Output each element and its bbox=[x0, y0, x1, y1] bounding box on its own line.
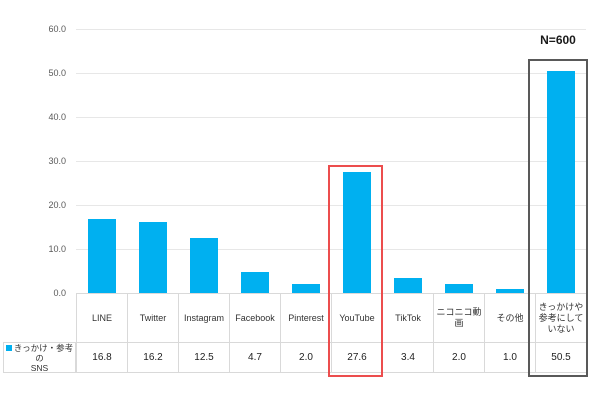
y-tick-label: 10.0 bbox=[48, 244, 66, 254]
x-axis-table: LINE Twitter Instagram Facebook Pinterest You… bbox=[76, 293, 587, 373]
column-header: Facebook bbox=[230, 294, 281, 342]
y-tick-label: 60.0 bbox=[48, 24, 66, 34]
value-row: 16.8 16.2 12.5 4.7 2.0 27.6 3.4 2.0 1.0 50.5 bbox=[76, 342, 587, 373]
gridline bbox=[76, 73, 586, 74]
column-header: Instagram bbox=[179, 294, 230, 342]
column-header: LINE bbox=[77, 294, 128, 342]
column-header: ニコニコ動画 bbox=[434, 294, 485, 342]
column-header: Twitter bbox=[128, 294, 179, 342]
column-header: Pinterest bbox=[281, 294, 332, 342]
bar-8 bbox=[444, 284, 473, 293]
sample-size-label: N=600 bbox=[540, 33, 576, 47]
value-cell: 3.4 bbox=[383, 343, 434, 372]
column-header: その他 bbox=[485, 294, 536, 342]
value-cell: 16.8 bbox=[77, 343, 128, 372]
value-cell: 1.0 bbox=[485, 343, 536, 372]
bar-4 bbox=[240, 272, 269, 293]
column-header: きっかけや参考にしていない bbox=[536, 294, 587, 342]
value-cell: 12.5 bbox=[179, 343, 230, 372]
column-header: YouTube bbox=[332, 294, 383, 342]
value-cell: 16.2 bbox=[128, 343, 179, 372]
category-header-row: LINE Twitter Instagram Facebook Pinterest You… bbox=[76, 293, 587, 342]
legend-marker-icon bbox=[5, 345, 12, 352]
value-cell: 50.5 bbox=[536, 343, 587, 372]
value-cell: 4.7 bbox=[230, 343, 281, 372]
column-header: TikTok bbox=[383, 294, 434, 342]
bar-5 bbox=[291, 284, 320, 293]
gridline bbox=[76, 205, 586, 206]
bar-10 bbox=[546, 70, 575, 293]
value-cell: 2.0 bbox=[434, 343, 485, 372]
legend-label-line2: SNS bbox=[30, 362, 49, 373]
y-tick-label: 50.0 bbox=[48, 68, 66, 78]
plot-area bbox=[76, 29, 586, 294]
bar-7 bbox=[393, 278, 422, 293]
value-cell: 2.0 bbox=[281, 343, 332, 372]
y-tick-label: 30.0 bbox=[48, 156, 66, 166]
y-tick-label: 0.0 bbox=[53, 288, 66, 298]
gridline bbox=[76, 161, 586, 162]
bar-1 bbox=[87, 219, 116, 293]
legend-label-line1: きっかけ・参考の bbox=[13, 342, 74, 363]
bar-9 bbox=[495, 288, 524, 293]
bar-3 bbox=[189, 238, 218, 293]
gridline bbox=[76, 29, 586, 30]
bar-6 bbox=[342, 171, 371, 293]
y-tick-label: 40.0 bbox=[48, 112, 66, 122]
gridline bbox=[76, 249, 586, 250]
gridline bbox=[76, 117, 586, 118]
legend-cell: きっかけ・参考の SNS bbox=[3, 342, 76, 373]
value-cell: 27.6 bbox=[332, 343, 383, 372]
y-tick-label: 20.0 bbox=[48, 200, 66, 210]
legend-label: きっかけ・参考の SNS bbox=[4, 343, 75, 373]
bar-2 bbox=[138, 221, 167, 293]
